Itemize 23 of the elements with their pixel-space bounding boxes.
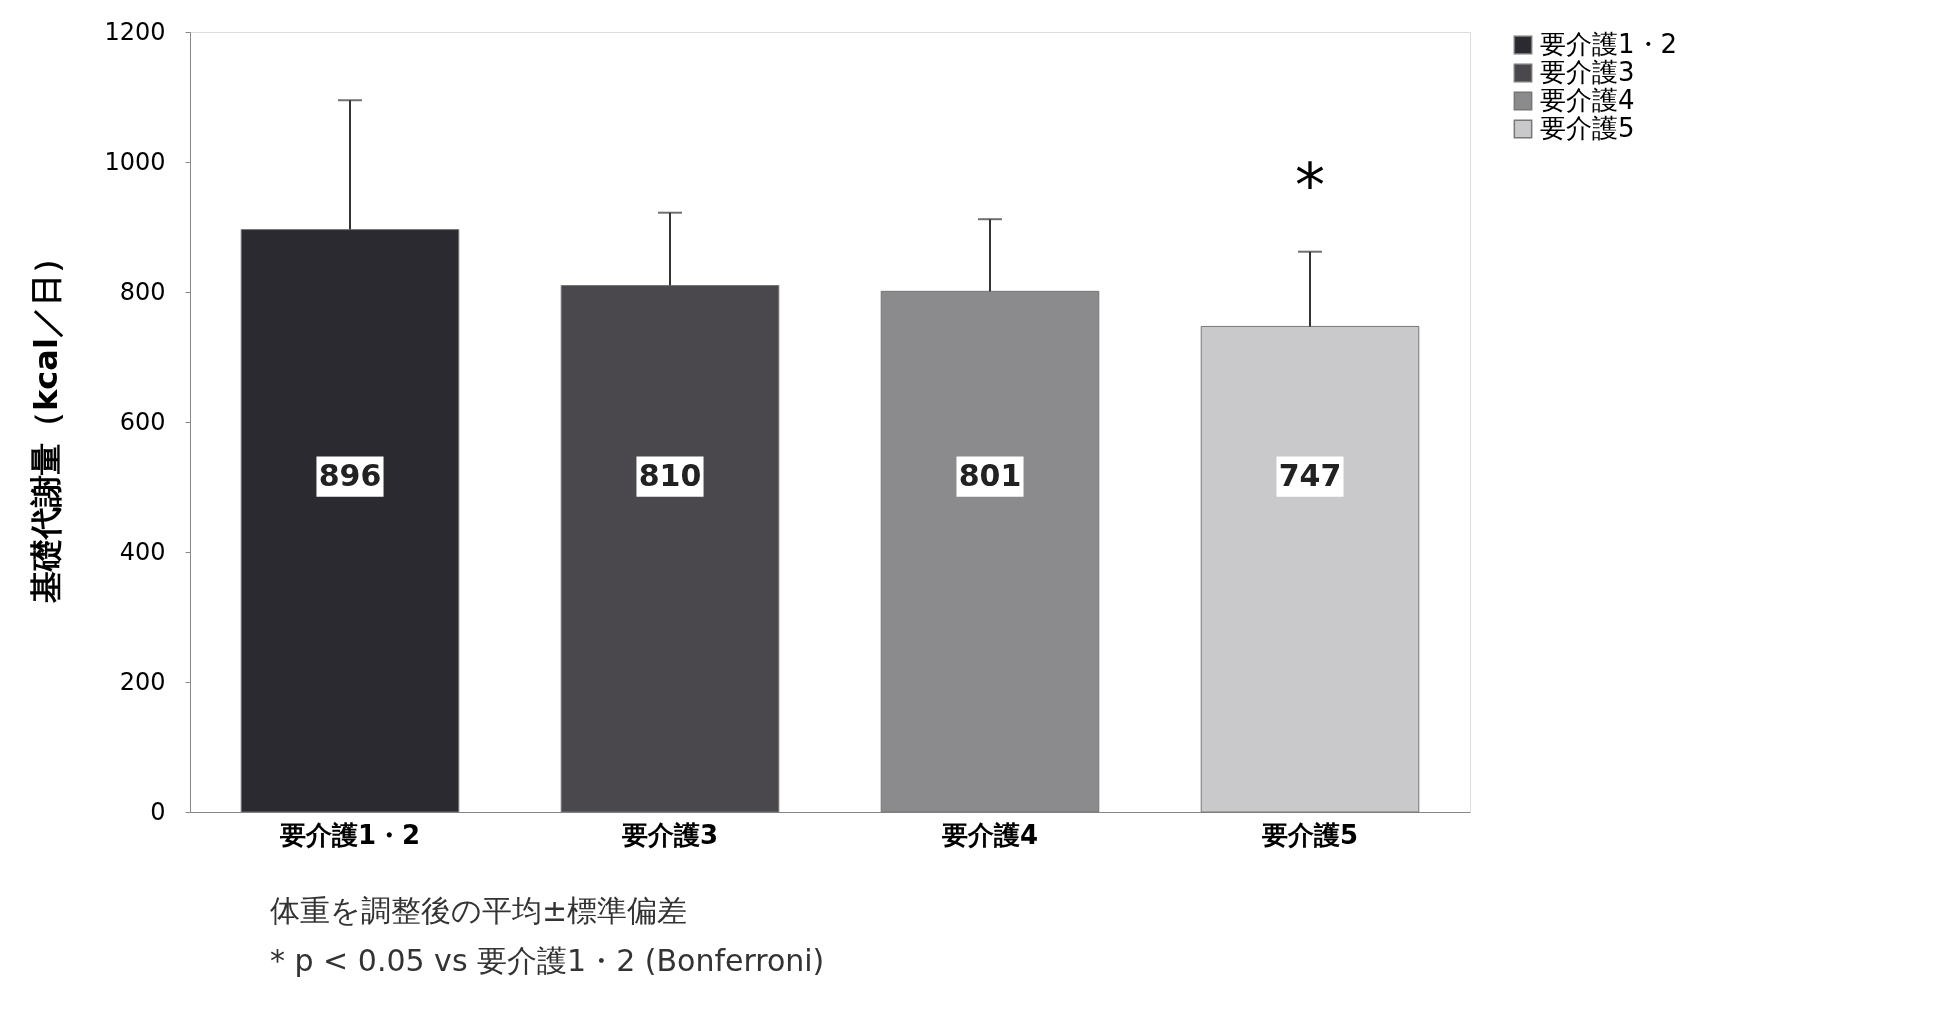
annotation: *	[1295, 150, 1325, 220]
y-tick-label: 200	[119, 667, 166, 696]
legend-label: 要介護1・2	[1540, 29, 1678, 59]
data-label: 801	[958, 457, 1022, 493]
x-tick-label: 要介護5	[1260, 819, 1359, 850]
legend-label: 要介護4	[1540, 85, 1635, 115]
text: * p < 0.05 vs 要介護1・2 (Bonferroni)	[270, 943, 825, 978]
x-tick-label: 要介護3	[620, 819, 719, 850]
text: 体重を調整後の平均±標準偏差	[270, 893, 688, 928]
y-tick-label: 400	[119, 537, 166, 566]
y-tick-label: 600	[119, 407, 166, 436]
legend-label: 要介護5	[1540, 113, 1635, 143]
y-tick-label: 0	[150, 797, 166, 826]
legend-label: 要介護3	[1540, 57, 1635, 87]
y-tick-label: 800	[119, 277, 166, 306]
x-tick-label: 要介護4	[940, 819, 1039, 850]
data-label: 896	[318, 457, 382, 493]
data-label: 747	[1278, 457, 1342, 493]
y-tick-label: 1200	[104, 17, 166, 46]
y-axis-title: 基礎代謝量（kcal／日）	[27, 242, 66, 604]
y-tick-label: 1000	[104, 147, 166, 176]
x-tick-label: 要介護1・2	[278, 819, 421, 850]
data-label: 810	[638, 457, 702, 493]
